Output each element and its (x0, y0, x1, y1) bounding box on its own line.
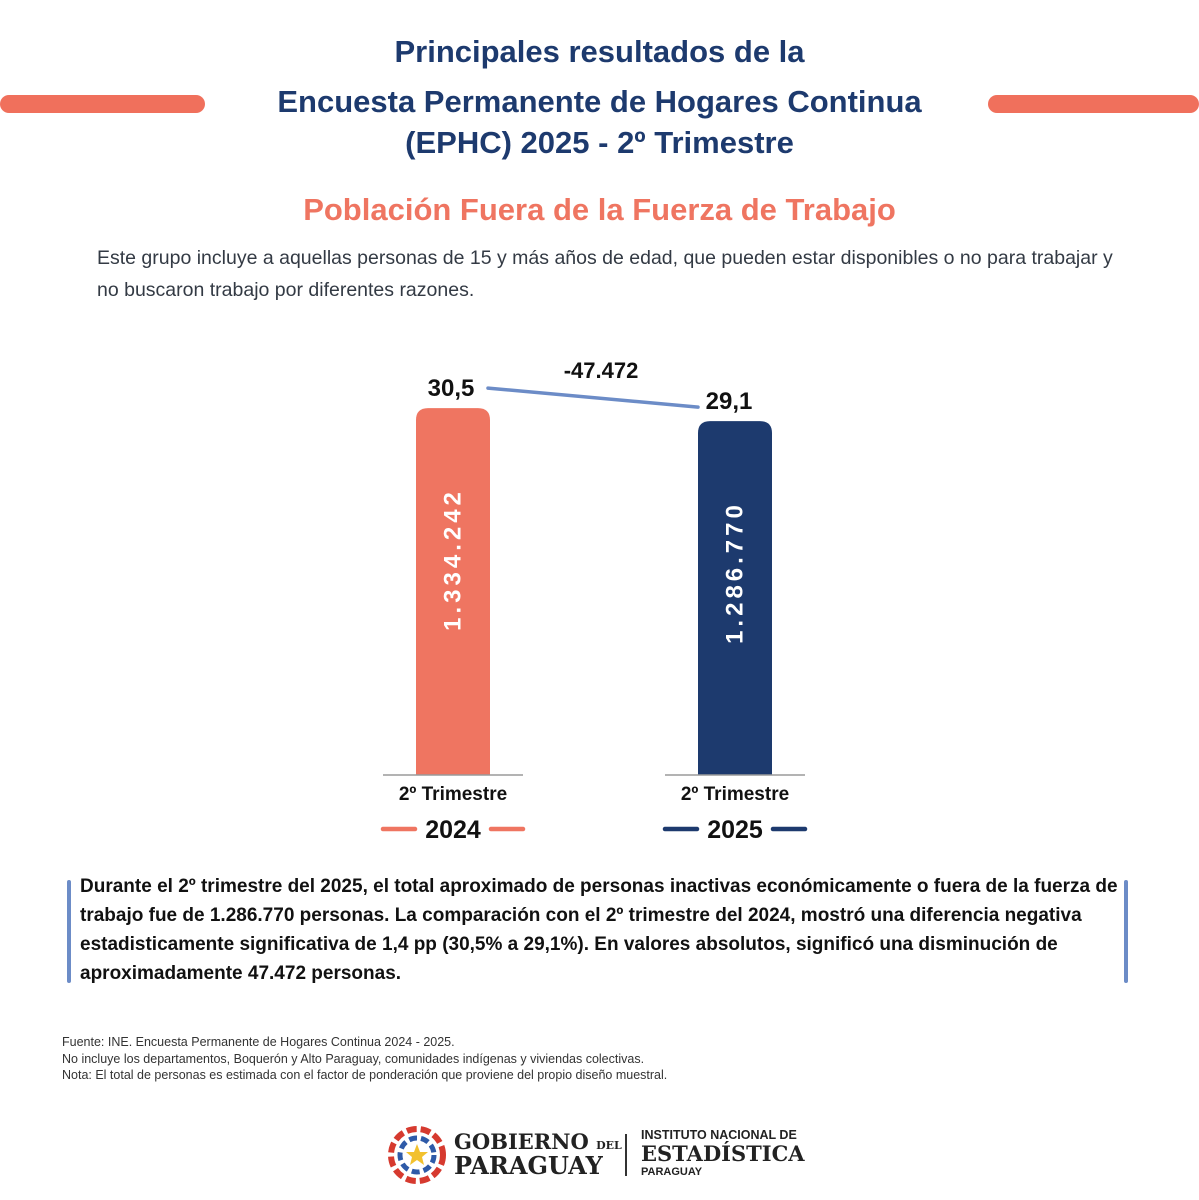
description-text: Este grupo incluye a aquellas personas d… (97, 247, 1113, 301)
bar-value-label-2024: 1.334.242 (440, 488, 467, 631)
right-accent-stripe (988, 95, 1199, 113)
gov-logo-word-del: DEL (596, 1139, 622, 1152)
footnote-source: Fuente: INE. Encuesta Permanente de Hoga… (62, 1035, 455, 1049)
title-line-1: Principales resultados de la (394, 34, 805, 69)
connector-line (486, 386, 700, 409)
category-year-label-2024: 2024 (425, 816, 481, 844)
summary-right-rule (1124, 880, 1128, 983)
gov-logo-line-1: GOBIERNO DEL (454, 1131, 622, 1157)
summary-text: Durante el 2º trimestre del 2025, el tot… (80, 876, 1118, 984)
title-line-3: (EPHC) 2025 - 2º Trimestre (405, 125, 794, 160)
ine-logo-line-2: ESTADÍSTICA (641, 1141, 805, 1166)
footnote-exclusion: No incluye los departamentos, Boquerón y… (62, 1051, 645, 1066)
rate-label-2025: 29,1 (706, 388, 753, 415)
bar-value-label-2025: 1.286.770 (722, 501, 749, 644)
category-quarter-label-2024: 2º Trimestre (399, 784, 507, 805)
bar-chart: -47.472 1.334.242 30,5 2º Trimestre 2024 1.2… (380, 358, 808, 844)
footnote-weighting: Nota: El total de personas es estimada c… (62, 1068, 668, 1082)
ine-logo-line-3: PARAGUAY (641, 1166, 703, 1178)
category-quarter-label-2025: 2º Trimestre (681, 784, 789, 805)
footnotes: Fuente: INE. Encuesta Permanente de Hoga… (62, 1034, 1062, 1084)
logo-divider (625, 1134, 627, 1176)
rate-label-2024: 30,5 (428, 375, 475, 402)
gov-logo-word-gobierno: GOBIERNO (454, 1129, 589, 1154)
ine-logo-line-1: INSTITUTO NACIONAL DE (641, 1128, 797, 1142)
section-title: Población Fuera de la Fuerza de Trabajo (303, 192, 896, 227)
gov-logo-line-2: PARAGUAY (454, 1151, 603, 1180)
category-year-label-2025: 2025 (707, 816, 763, 844)
bar-2025 (698, 421, 772, 775)
bar-2024 (416, 408, 490, 775)
summary-left-rule (67, 880, 71, 983)
difference-label: -47.472 (564, 358, 639, 383)
title-line-2: Encuesta Permanente de Hogares Continua (277, 84, 922, 119)
government-seal-icon (388, 1126, 446, 1184)
left-accent-stripe (0, 95, 205, 113)
